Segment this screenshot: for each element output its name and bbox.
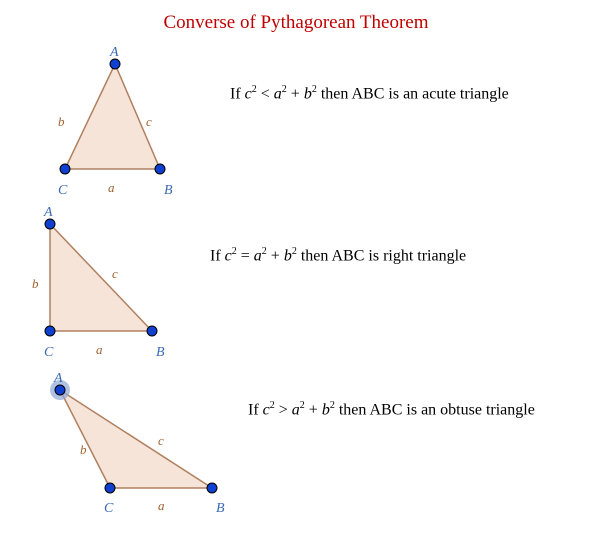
edge-label: a: [158, 498, 165, 513]
vertex-point: [147, 326, 157, 336]
theorem-caption: If c2 > a2 + b2 then ABC is an obtuse tr…: [248, 400, 535, 419]
theorem-row: ABCabcIf c2 < a2 + b2 then ABC is an acu…: [30, 44, 190, 209]
vertex-label: A: [109, 45, 119, 60]
theorem-row: ABCabcIf c2 = a2 + b2 then ABC is right …: [10, 206, 180, 371]
page-title: Converse of Pythagorean Theorem: [0, 0, 592, 34]
vertex-label: B: [216, 501, 225, 516]
vertex-label: A: [43, 206, 53, 220]
edge-label: a: [96, 342, 103, 357]
triangle-diagram: A B Ca b c: [30, 44, 190, 204]
vertex-point: [155, 164, 165, 174]
edge-label: a: [108, 180, 115, 195]
edge-label: c: [112, 266, 118, 281]
edge-label: b: [32, 276, 39, 291]
edge-label: b: [58, 114, 65, 129]
vertex-point: [60, 164, 70, 174]
theorem-caption: If c2 = a2 + b2 then ABC is right triang…: [210, 246, 466, 265]
vertex-label: C: [44, 345, 54, 360]
vertex-point: [110, 59, 120, 69]
vertex-point: [45, 219, 55, 229]
triangle-diagram: A B Ca b c: [10, 206, 180, 366]
edge-label: c: [146, 114, 152, 129]
vertex-point: [207, 483, 217, 493]
vertex-point: [105, 483, 115, 493]
vertex-point: [45, 326, 55, 336]
edge-label: c: [158, 433, 164, 448]
vertex-point: [55, 385, 65, 395]
theorem-row: ABCabcIf c2 > a2 + b2 then ABC is an obt…: [20, 370, 240, 535]
vertex-label: B: [156, 345, 165, 360]
edge-label: b: [80, 442, 87, 457]
vertex-label: C: [104, 501, 114, 516]
vertex-label: C: [58, 183, 68, 198]
theorem-caption: If c2 < a2 + b2 then ABC is an acute tri…: [230, 84, 509, 103]
vertex-label: B: [164, 183, 173, 198]
triangle-diagram: A B Ca b c: [20, 370, 240, 530]
vertex-label: A: [53, 371, 63, 386]
